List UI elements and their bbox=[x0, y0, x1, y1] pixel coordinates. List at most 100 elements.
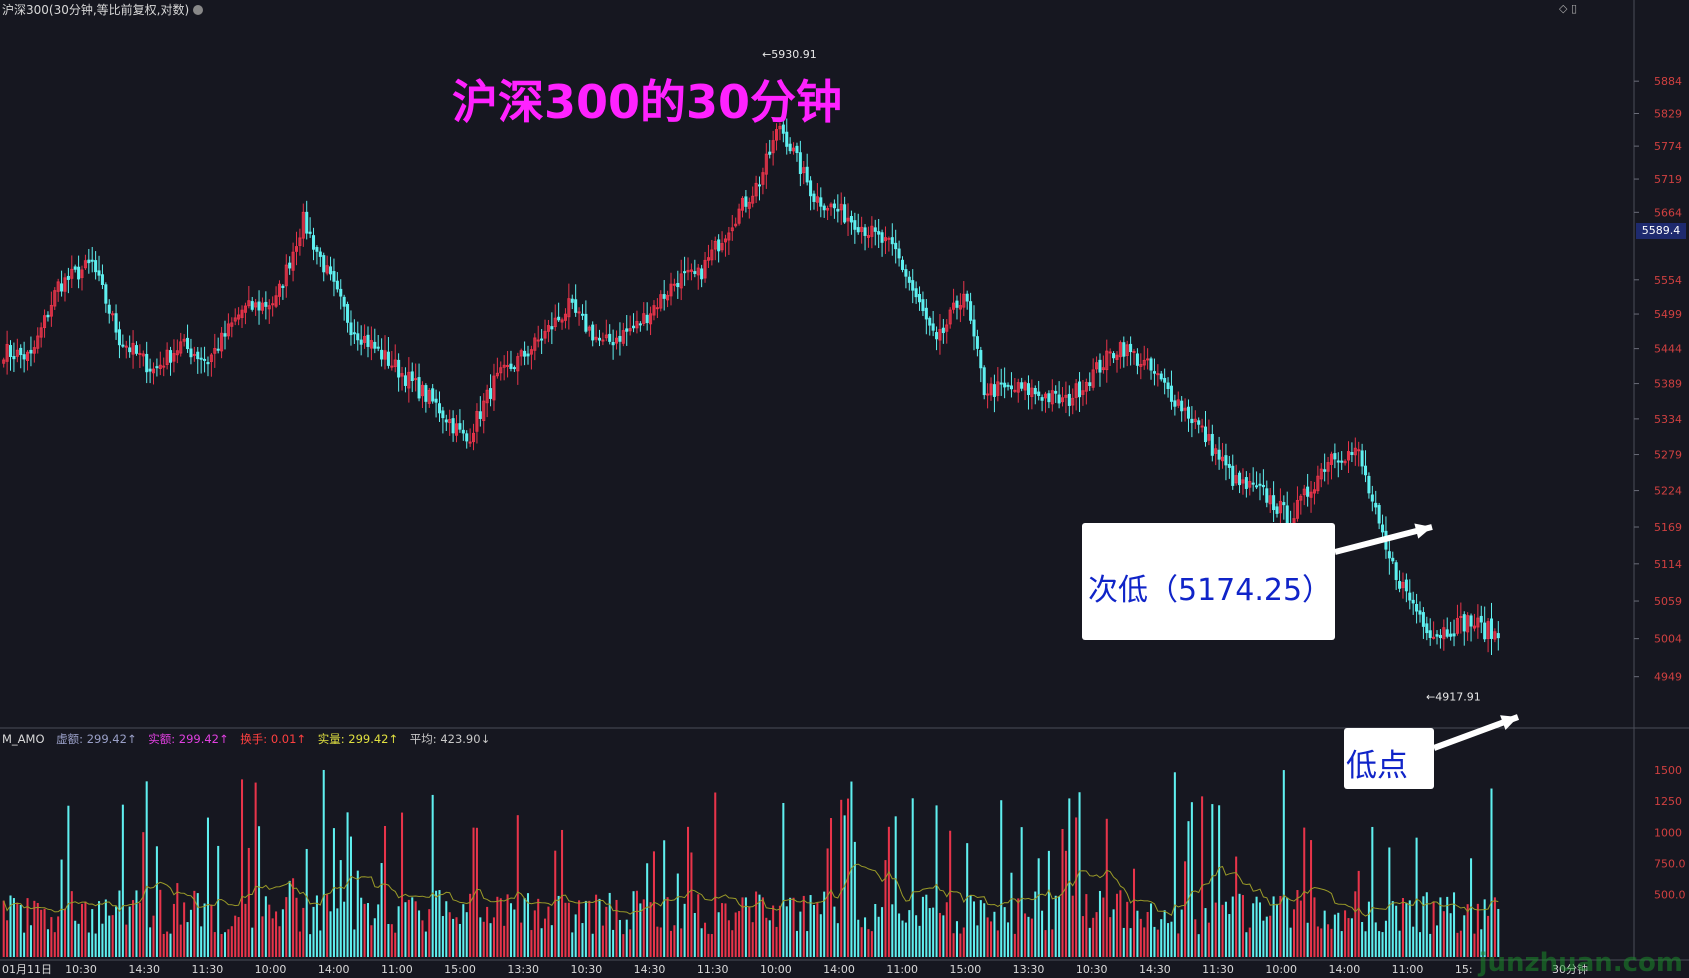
volume-bar bbox=[1153, 926, 1156, 957]
candle-body bbox=[356, 333, 360, 341]
volume-bar bbox=[1435, 925, 1439, 957]
candle-body bbox=[625, 328, 629, 332]
candle-body bbox=[60, 283, 64, 292]
volume-bar bbox=[1204, 908, 1207, 957]
volume-bar bbox=[639, 903, 642, 957]
candle-body bbox=[1050, 390, 1054, 405]
candle-body bbox=[1190, 418, 1194, 424]
candle-body bbox=[1408, 592, 1412, 601]
volume-bar bbox=[938, 912, 941, 957]
volume-bar bbox=[860, 927, 863, 957]
y-tick-label: 5279 bbox=[1654, 449, 1682, 462]
candle-body bbox=[591, 324, 595, 341]
candle-body bbox=[250, 301, 254, 310]
candle-body bbox=[723, 238, 727, 243]
volume-bar bbox=[1105, 818, 1108, 957]
volume-bar bbox=[686, 826, 690, 957]
x-tick-label: 11:30 bbox=[1202, 963, 1234, 976]
candle-body bbox=[1449, 633, 1453, 637]
y-tick-label: 5719 bbox=[1654, 173, 1682, 186]
volume-bar bbox=[448, 912, 451, 957]
volume-bar bbox=[67, 805, 70, 957]
candle-body bbox=[417, 377, 421, 399]
candle-body bbox=[199, 357, 203, 360]
candle-body bbox=[553, 317, 557, 328]
volume-bar bbox=[1313, 897, 1316, 957]
candle-body bbox=[380, 349, 384, 360]
volume-bar bbox=[43, 908, 46, 957]
candle-body bbox=[1295, 499, 1299, 519]
x-tick-label: 13:30 bbox=[1013, 963, 1045, 976]
volume-bar bbox=[19, 904, 22, 957]
volume-bar bbox=[298, 931, 301, 957]
candle-body bbox=[454, 423, 459, 436]
volume-bar bbox=[1024, 913, 1027, 957]
volume-bar bbox=[1354, 891, 1357, 957]
candle-body bbox=[802, 167, 806, 174]
volume-bar bbox=[210, 904, 213, 957]
volume-bar bbox=[1381, 932, 1384, 957]
candle-body bbox=[921, 299, 925, 312]
candle-body bbox=[107, 304, 111, 314]
candle-body bbox=[397, 359, 401, 378]
candle-body bbox=[1285, 505, 1289, 526]
volume-bar bbox=[1384, 920, 1387, 957]
window-controls[interactable]: ◇ ▯ bbox=[1558, 2, 1577, 15]
candle-body bbox=[584, 313, 588, 332]
volume-bar bbox=[1129, 928, 1132, 957]
candle-body bbox=[1214, 448, 1218, 454]
candle-body bbox=[49, 304, 53, 317]
candle-body bbox=[1227, 464, 1231, 468]
volume-bar bbox=[387, 924, 390, 957]
candle-body bbox=[288, 262, 292, 269]
candle-body bbox=[502, 364, 506, 368]
candle-body bbox=[124, 345, 128, 348]
candle-body bbox=[386, 351, 390, 366]
volume-bar bbox=[438, 890, 441, 957]
candle-body bbox=[727, 232, 731, 241]
candle-body bbox=[734, 223, 738, 227]
candle-body bbox=[1125, 344, 1129, 356]
volume-bar bbox=[1429, 933, 1432, 957]
volume-bar bbox=[526, 893, 530, 957]
candle-body bbox=[604, 334, 608, 339]
candle-body bbox=[761, 172, 765, 185]
candle-body bbox=[155, 366, 159, 369]
candle-body bbox=[284, 264, 288, 287]
candle-body bbox=[70, 268, 74, 279]
volume-bar bbox=[1395, 905, 1398, 957]
volume-bar bbox=[564, 902, 567, 957]
settings-icon[interactable] bbox=[193, 5, 204, 15]
candle-body bbox=[1176, 399, 1180, 406]
candle-body bbox=[182, 338, 186, 342]
volume-bar bbox=[758, 894, 761, 957]
candle-body bbox=[1387, 551, 1391, 559]
volume-bar bbox=[894, 816, 897, 957]
candle-body bbox=[781, 124, 785, 134]
candle-body bbox=[29, 349, 33, 354]
candle-body bbox=[1391, 557, 1395, 562]
candle-body bbox=[1091, 369, 1095, 388]
volume-bar bbox=[366, 903, 370, 957]
candle-body bbox=[975, 336, 979, 349]
volume-bar bbox=[823, 891, 826, 957]
x-tick-label: 11:00 bbox=[1392, 963, 1424, 976]
candle-body bbox=[1118, 342, 1122, 358]
volume-bar bbox=[1058, 896, 1061, 957]
indicator-name: M_AMO bbox=[2, 732, 45, 746]
volume-bar bbox=[1071, 895, 1074, 957]
volume-bar bbox=[1476, 903, 1479, 957]
candle-body bbox=[1404, 579, 1408, 592]
volume-bar bbox=[1167, 923, 1170, 957]
volume-bar bbox=[1350, 918, 1353, 957]
candle-body bbox=[329, 266, 333, 275]
candle-body bbox=[778, 125, 782, 130]
volume-bar bbox=[1044, 930, 1047, 957]
volume-bar bbox=[189, 909, 192, 957]
candle-body bbox=[526, 353, 530, 357]
volume-bar bbox=[697, 894, 700, 957]
volume-bar bbox=[1327, 924, 1330, 957]
volume-bar bbox=[240, 779, 244, 957]
candle-body bbox=[349, 322, 353, 336]
volume-bar bbox=[46, 929, 49, 957]
